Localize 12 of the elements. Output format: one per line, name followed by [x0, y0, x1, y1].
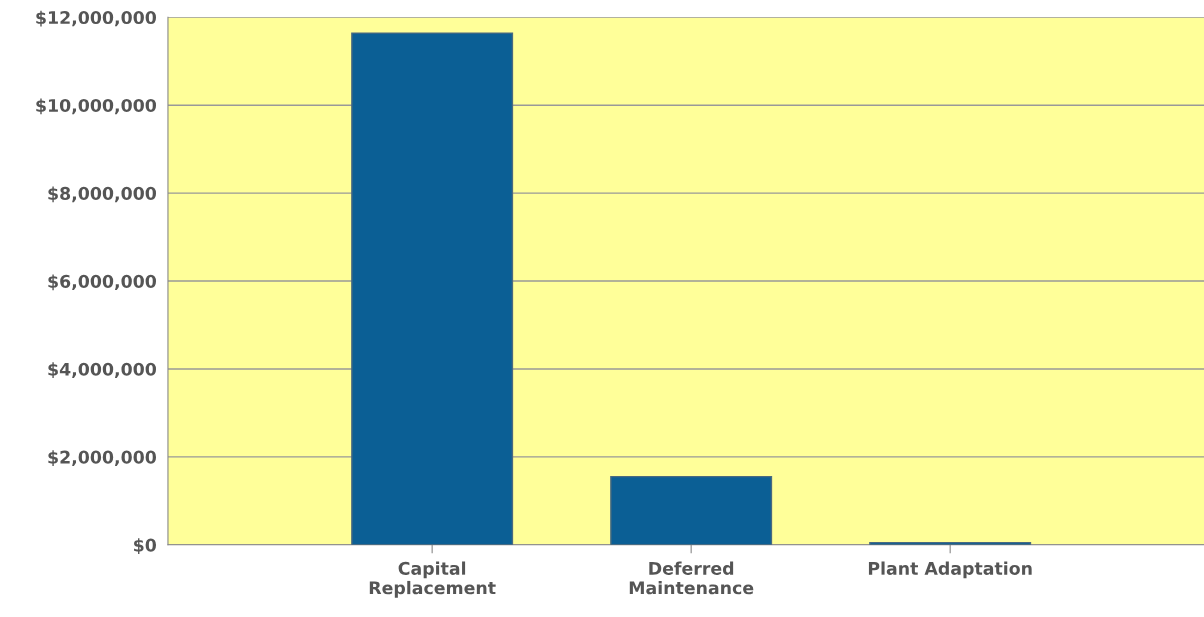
x-tick-label: Capital Replacement: [369, 561, 496, 598]
y-tick-label: $2,000,000: [48, 450, 157, 467]
y-tick-label: $12,000,000: [36, 10, 157, 27]
y-tick-label: $6,000,000: [48, 274, 157, 291]
y-tick-label: $8,000,000: [48, 186, 157, 203]
y-tick-label: $4,000,000: [48, 362, 157, 379]
x-tick-label: Plant Adaptation: [868, 561, 1032, 579]
y-tick-label: $0: [134, 538, 157, 554]
y-tick-label: $10,000,000: [36, 98, 157, 115]
x-tick-label: Deferred Maintenance: [629, 561, 754, 595]
bar: [610, 475, 773, 545]
bar: [351, 32, 514, 545]
